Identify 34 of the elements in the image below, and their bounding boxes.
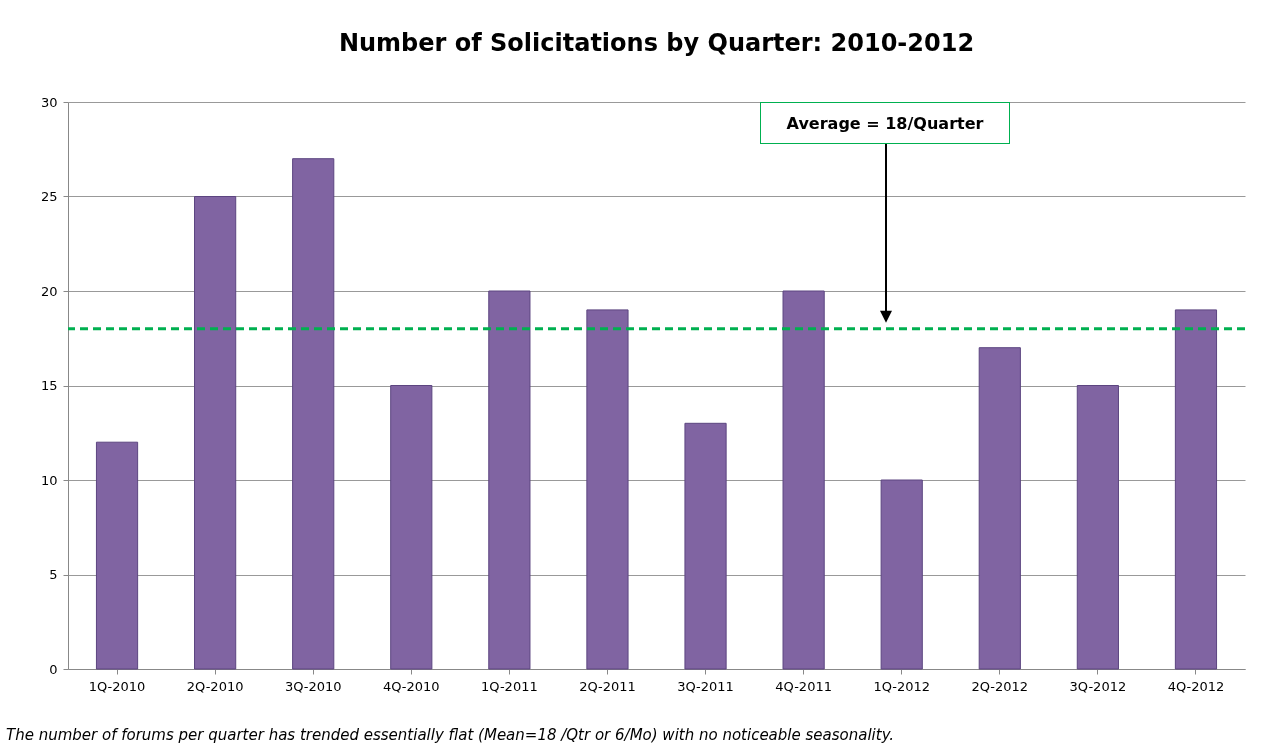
bar — [880, 479, 923, 670]
x-tick-label: 1Q-2011 — [481, 678, 538, 694]
x-tick-label: 3Q-2012 — [1069, 678, 1127, 694]
y-tick-label: 25 — [40, 189, 58, 204]
y-tick-label: 10 — [40, 472, 58, 488]
x-tick-label: 3Q-2011 — [677, 678, 734, 694]
bar — [292, 158, 335, 670]
x-tick-label: 2Q-2010 — [186, 678, 244, 694]
bar — [488, 290, 531, 670]
y-tick-label: 30 — [40, 94, 58, 110]
bar — [586, 309, 629, 670]
x-tick-label: 4Q-2012 — [1167, 678, 1225, 694]
bar — [1174, 309, 1218, 670]
x-tick-label: 2Q-2011 — [579, 678, 636, 694]
y-tick-label: 20 — [40, 283, 58, 299]
x-tick-label: 4Q-2010 — [382, 678, 440, 694]
x-tick-label: 1Q-2010 — [88, 678, 146, 694]
bar — [390, 385, 433, 670]
bar — [684, 422, 727, 670]
chart-title: Number of Solicitations by Quarter: 2010-2012 — [338, 29, 975, 57]
x-tick-label: 3Q-2010 — [284, 678, 342, 694]
bar — [1076, 385, 1119, 670]
x-tick-label: 2Q-2012 — [971, 678, 1029, 694]
y-tick-label: 15 — [40, 378, 58, 393]
x-tick-label: 4Q-2011 — [775, 678, 832, 694]
x-tick-label: 1Q-2012 — [873, 678, 931, 694]
bar — [95, 441, 139, 670]
annotation: Average = 18/Quarter — [786, 113, 984, 133]
bar — [782, 290, 825, 670]
y-tick-label: 5 — [49, 567, 58, 582]
bar — [194, 196, 237, 670]
bar — [978, 347, 1021, 670]
y-tick-label: 0 — [49, 661, 58, 677]
text: The number of forums per quarter has trended essentially flat (Mean=18 /Qtr or 6/Mo) with no noticeable seasonality. — [6, 726, 895, 744]
